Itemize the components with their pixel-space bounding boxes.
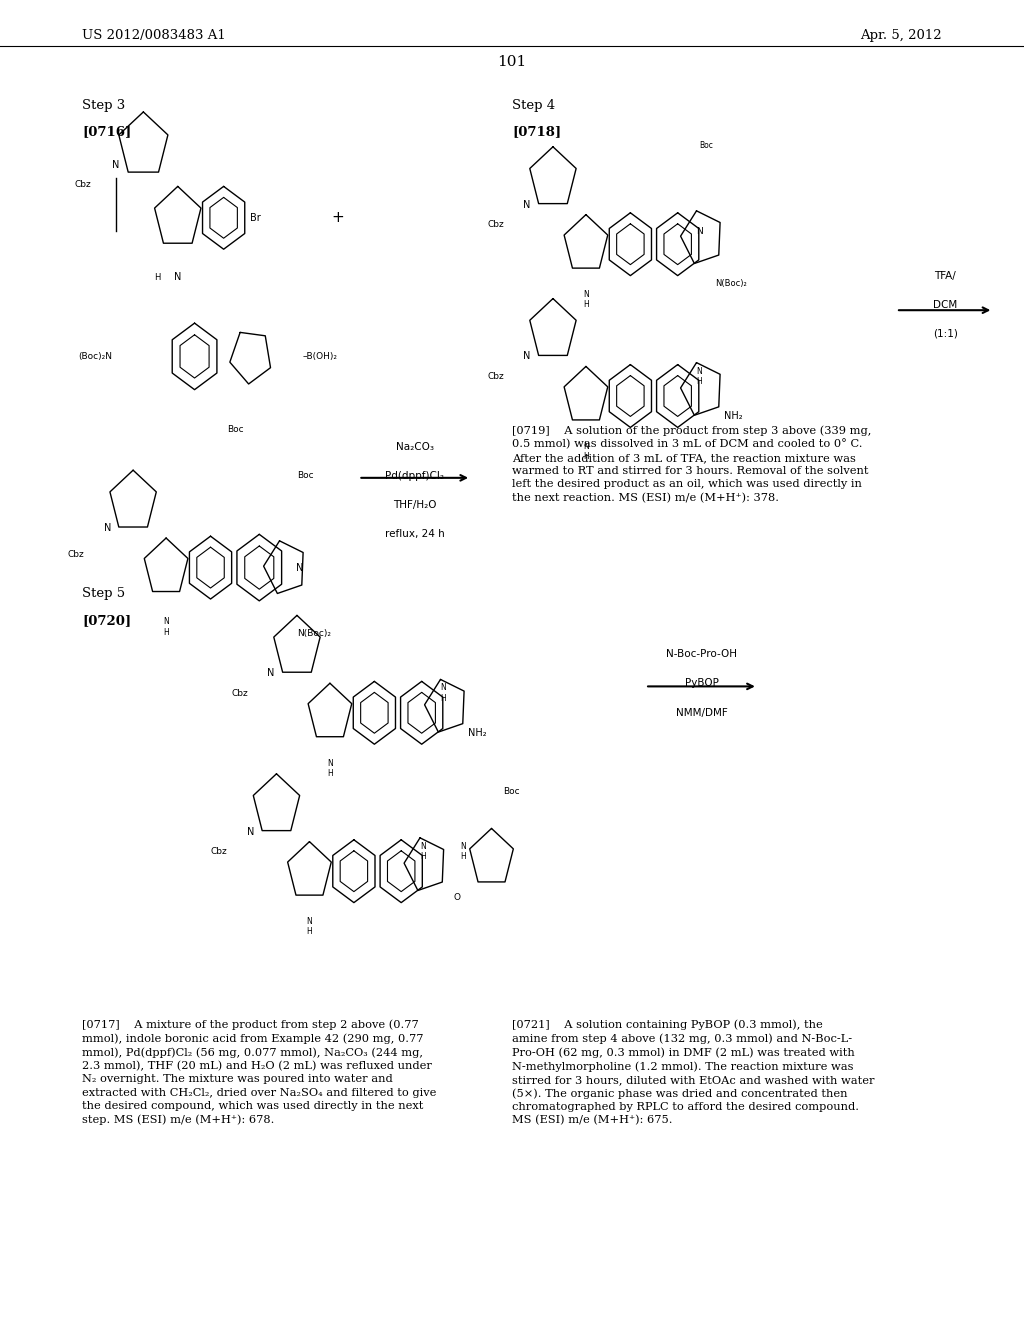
- Text: N: N: [247, 826, 254, 837]
- Text: H: H: [155, 273, 161, 281]
- Text: N: N: [523, 199, 530, 210]
- Text: Cbz: Cbz: [231, 689, 248, 697]
- Text: –B(OH)₂: –B(OH)₂: [302, 352, 337, 360]
- Text: N
H: N H: [327, 759, 333, 777]
- Text: NMM/DMF: NMM/DMF: [676, 708, 727, 718]
- Text: N-Boc-Pro-OH: N-Boc-Pro-OH: [666, 649, 737, 660]
- Text: N
H: N H: [696, 367, 702, 385]
- Text: US 2012/0083483 A1: US 2012/0083483 A1: [82, 29, 225, 42]
- Text: N(Boc)₂: N(Boc)₂: [297, 630, 331, 638]
- Text: Boc: Boc: [297, 471, 313, 479]
- Text: Na₂CO₃: Na₂CO₃: [395, 442, 434, 453]
- Text: N
H: N H: [583, 442, 589, 461]
- Text: NH₂: NH₂: [724, 411, 742, 421]
- Text: N: N: [103, 523, 111, 533]
- Text: Apr. 5, 2012: Apr. 5, 2012: [860, 29, 942, 42]
- Text: Cbz: Cbz: [487, 220, 504, 228]
- Text: Pd(dppf)Cl₂: Pd(dppf)Cl₂: [385, 471, 444, 482]
- Text: N: N: [113, 160, 120, 170]
- Text: [0720]: [0720]: [82, 614, 131, 627]
- Text: reflux, 24 h: reflux, 24 h: [385, 529, 444, 540]
- Text: 101: 101: [498, 55, 526, 70]
- Text: Boc: Boc: [227, 425, 244, 433]
- Text: O: O: [454, 894, 461, 902]
- Text: Boc: Boc: [699, 141, 714, 149]
- Text: DCM: DCM: [933, 300, 957, 310]
- Text: PyBOP: PyBOP: [684, 678, 719, 689]
- Text: +: +: [332, 210, 344, 226]
- Text: N(Boc)₂: N(Boc)₂: [715, 280, 746, 288]
- Text: Cbz: Cbz: [75, 181, 91, 189]
- Text: N: N: [696, 227, 702, 235]
- Text: [0716]: [0716]: [82, 125, 131, 139]
- Text: TFA/: TFA/: [934, 271, 956, 281]
- Text: N
H: N H: [583, 290, 589, 309]
- Text: THF/H₂O: THF/H₂O: [393, 500, 436, 511]
- Text: (Boc)₂N: (Boc)₂N: [79, 352, 113, 360]
- Text: [0717]    A mixture of the product from step 2 above (0.77
mmol), indole boronic: [0717] A mixture of the product from ste…: [82, 1019, 436, 1125]
- Text: N: N: [174, 272, 181, 282]
- Text: (1:1): (1:1): [933, 329, 957, 339]
- Text: N
H: N H: [306, 917, 312, 936]
- Text: NH₂: NH₂: [468, 727, 486, 738]
- Text: Step 3: Step 3: [82, 99, 125, 112]
- Text: [0718]: [0718]: [512, 125, 561, 139]
- Text: [0719]    A solution of the product from step 3 above (339 mg,
0.5 mmol) was dis: [0719] A solution of the product from st…: [512, 425, 871, 503]
- Text: Cbz: Cbz: [487, 372, 504, 380]
- Text: Step 4: Step 4: [512, 99, 555, 112]
- Text: N
H: N H: [420, 842, 426, 861]
- Text: N: N: [267, 668, 274, 678]
- Text: [0721]    A solution containing PyBOP (0.3 mmol), the
amine from step 4 above (1: [0721] A solution containing PyBOP (0.3 …: [512, 1019, 874, 1126]
- Text: N
H: N H: [460, 842, 466, 861]
- Text: N: N: [296, 562, 303, 573]
- Text: Boc: Boc: [503, 788, 520, 796]
- Text: N
H: N H: [163, 618, 169, 636]
- Text: N: N: [523, 351, 530, 362]
- Text: Cbz: Cbz: [68, 550, 84, 558]
- Text: Cbz: Cbz: [211, 847, 227, 855]
- Text: Step 5: Step 5: [82, 587, 125, 601]
- Text: N
H: N H: [440, 684, 446, 702]
- Text: Br: Br: [250, 213, 260, 223]
